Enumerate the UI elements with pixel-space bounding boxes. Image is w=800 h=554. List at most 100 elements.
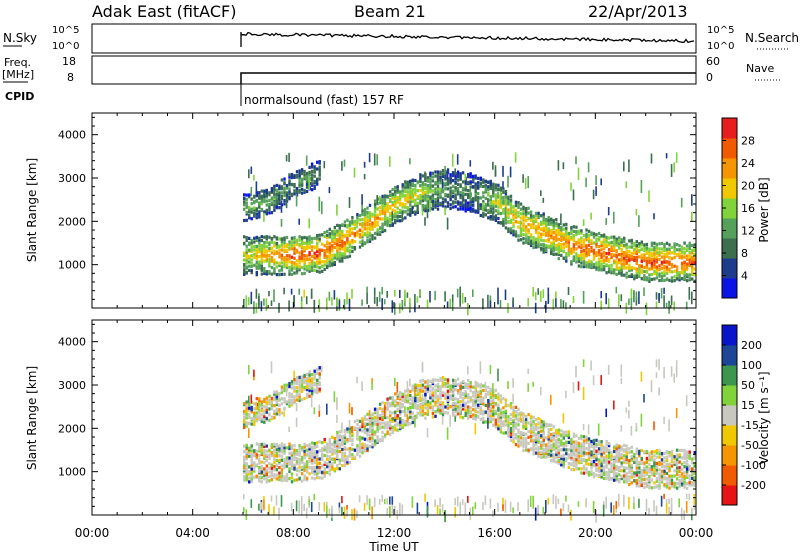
noise-cell bbox=[555, 291, 557, 299]
echo-cell bbox=[648, 251, 651, 256]
echo-cell bbox=[474, 414, 477, 418]
noise-cell bbox=[258, 401, 260, 412]
echo-cell bbox=[356, 437, 359, 441]
echo-cell bbox=[371, 436, 374, 440]
echo-cell bbox=[587, 457, 591, 461]
echo-cell bbox=[278, 446, 281, 450]
echo-cell bbox=[461, 180, 465, 184]
echo-cell bbox=[660, 251, 664, 255]
echo-cell bbox=[321, 464, 324, 468]
echo-cell bbox=[419, 201, 422, 205]
echo-cell bbox=[383, 201, 387, 205]
echo-cell bbox=[358, 448, 362, 452]
echo-cell bbox=[474, 195, 477, 199]
echo-cell bbox=[570, 226, 573, 230]
echo-cell bbox=[562, 457, 565, 461]
echo-cell bbox=[524, 213, 528, 217]
echo-cell bbox=[555, 456, 558, 460]
echo-cell bbox=[449, 191, 452, 195]
echo-cell bbox=[409, 200, 412, 204]
echo-cell bbox=[268, 474, 271, 479]
echo-cell bbox=[336, 233, 339, 237]
echo-cell bbox=[341, 456, 344, 460]
echo-cell bbox=[439, 181, 442, 185]
echo-cell bbox=[522, 214, 525, 218]
noise-cell bbox=[517, 502, 519, 512]
echo-cell bbox=[469, 172, 472, 176]
echo-cell bbox=[464, 192, 467, 196]
echo-cell bbox=[295, 398, 299, 402]
noise-cell bbox=[270, 300, 273, 307]
echo-cell bbox=[391, 187, 394, 192]
echo-cell bbox=[338, 259, 341, 263]
noise-cell bbox=[416, 204, 419, 213]
echo-cell bbox=[580, 467, 583, 471]
echo-cell bbox=[411, 182, 414, 186]
echo-cell bbox=[290, 462, 294, 467]
cpid-label: CPID bbox=[5, 90, 34, 103]
echo-cell bbox=[489, 186, 492, 191]
echo-cell bbox=[464, 179, 467, 183]
noise-cell bbox=[293, 370, 295, 379]
echo-cell bbox=[469, 396, 472, 400]
echo-cell bbox=[487, 399, 490, 403]
noise-cell bbox=[260, 502, 263, 510]
echo-cell bbox=[429, 197, 432, 201]
echo-cell bbox=[451, 174, 455, 178]
echo-cell bbox=[323, 448, 326, 452]
echo-cell bbox=[323, 253, 326, 257]
echo-cell bbox=[469, 414, 472, 419]
echo-cell bbox=[512, 424, 515, 428]
echo-cell bbox=[381, 416, 384, 420]
echo-cell bbox=[595, 266, 598, 270]
echo-cell bbox=[421, 379, 425, 383]
echo-cell bbox=[316, 378, 319, 382]
freq-panel: Freq. [MHz] 18 8 60 0 Nave bbox=[2, 55, 780, 85]
echo-cell bbox=[273, 249, 276, 253]
noise-cell bbox=[371, 378, 373, 384]
echo-cell bbox=[326, 462, 329, 466]
echo-cell bbox=[310, 268, 314, 272]
echo-cell bbox=[489, 183, 492, 187]
echo-cell bbox=[492, 395, 495, 399]
echo-cell bbox=[545, 244, 548, 248]
echo-cell bbox=[560, 253, 563, 257]
echo-cell bbox=[303, 246, 306, 250]
echo-cell bbox=[373, 202, 377, 206]
echo-cell bbox=[321, 242, 324, 246]
noise-cell bbox=[394, 506, 396, 515]
echo-cell bbox=[509, 227, 513, 231]
echo-cell bbox=[243, 444, 246, 448]
echo-cell bbox=[260, 253, 263, 257]
echo-cell bbox=[243, 193, 246, 197]
echo-cell bbox=[399, 219, 402, 223]
echo-cell bbox=[590, 443, 593, 447]
echo-cell bbox=[280, 385, 284, 389]
noise-cell bbox=[353, 167, 356, 178]
echo-cell bbox=[321, 447, 324, 451]
echo-cell bbox=[514, 426, 518, 430]
echo-cell bbox=[673, 275, 676, 279]
echo-cell bbox=[313, 445, 316, 449]
echo-cell bbox=[331, 231, 334, 235]
noise-cell bbox=[361, 203, 363, 210]
echo-cell bbox=[542, 226, 545, 230]
echo-cell bbox=[368, 424, 372, 428]
echo-cell bbox=[472, 385, 475, 389]
echo-cell bbox=[472, 408, 475, 412]
echo-cell bbox=[305, 264, 309, 268]
echo-cell bbox=[363, 443, 367, 447]
echo-cell bbox=[300, 265, 304, 270]
echo-cell bbox=[263, 200, 266, 204]
echo-cell bbox=[260, 400, 263, 404]
echo-cell bbox=[550, 241, 553, 245]
noise-cell bbox=[308, 498, 310, 506]
colorbar-swatch bbox=[722, 118, 737, 139]
echo-cell bbox=[469, 410, 472, 414]
echo-cell bbox=[283, 236, 286, 240]
echo-cell bbox=[461, 403, 465, 407]
echo-cell bbox=[504, 195, 508, 199]
echo-cell bbox=[537, 235, 540, 239]
echo-cell bbox=[487, 180, 490, 184]
echo-cell bbox=[623, 236, 626, 240]
